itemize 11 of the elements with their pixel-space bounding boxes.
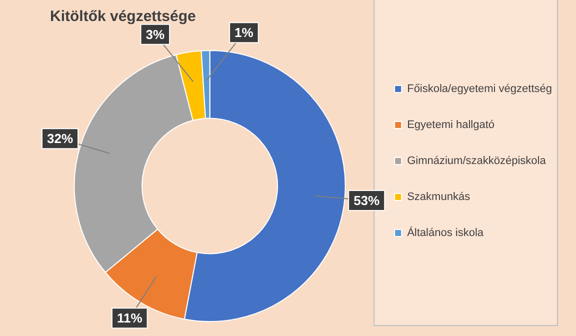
data-label: 3% xyxy=(146,26,165,42)
legend-label: Egyetemi hallgató xyxy=(407,119,495,132)
legend-label: Általános iskola xyxy=(407,226,484,240)
data-label: 53% xyxy=(354,193,380,208)
text: Kitöltők végzettsége xyxy=(50,8,196,26)
legend-label: Gimnázium/szakközépiskola xyxy=(407,155,547,168)
data-label: 11% xyxy=(116,310,143,326)
data-label: 32% xyxy=(46,131,74,146)
legend-label: Főiskola/egyetemi végzettség xyxy=(407,83,552,96)
data-label: 1% xyxy=(234,25,254,40)
legend-label: Szakmunkás xyxy=(407,191,471,204)
